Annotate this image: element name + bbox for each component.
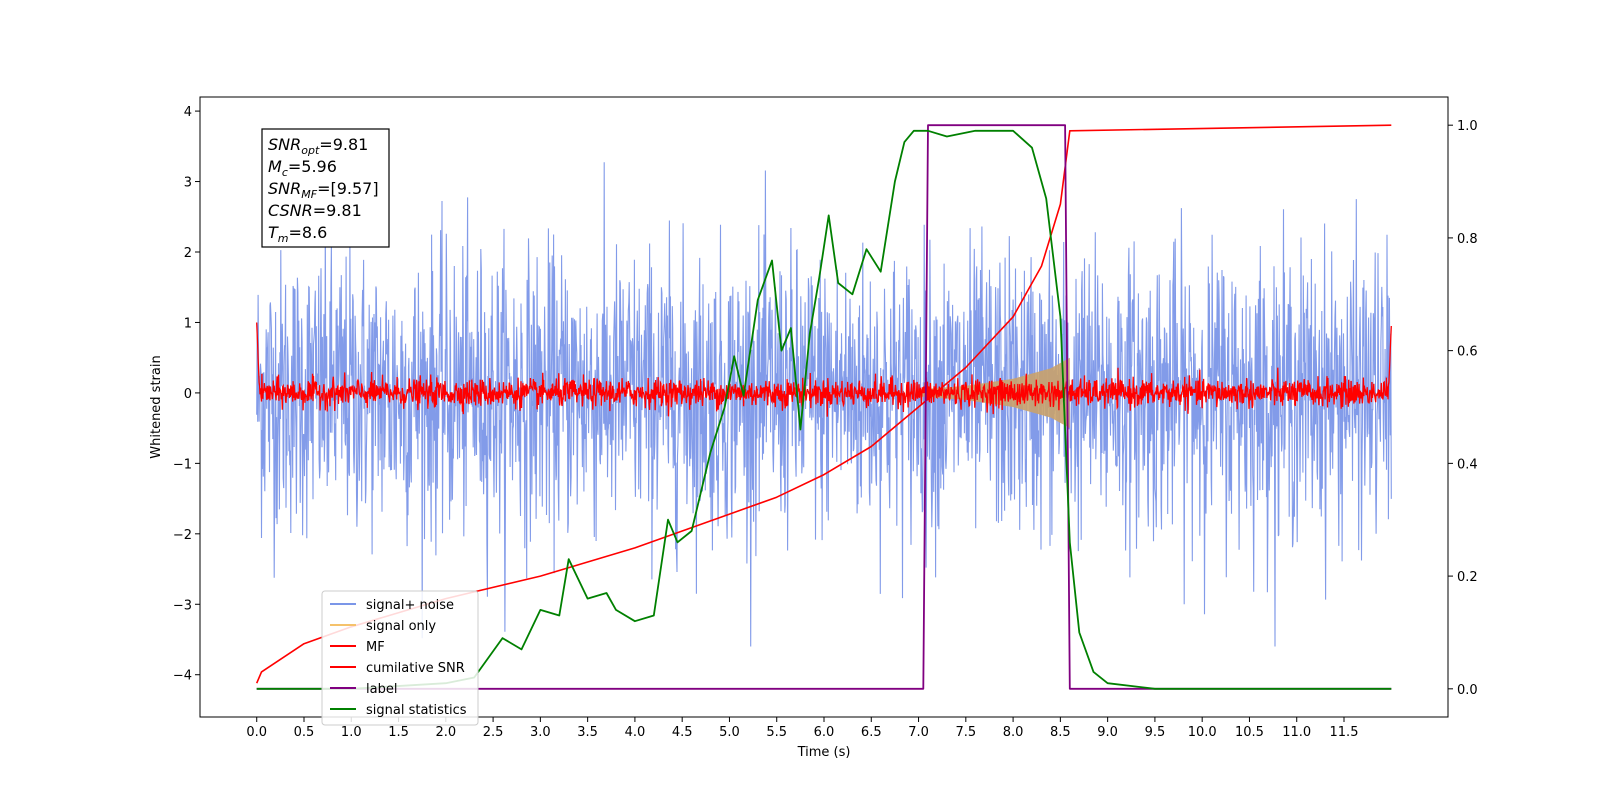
y-tick-label: 2 [184, 246, 192, 261]
x-tick-label: 4.5 [672, 725, 693, 740]
x-tick-label: 8.0 [1003, 725, 1024, 740]
x-tick-label: 0.5 [294, 725, 315, 740]
x-tick-label: 11.0 [1282, 725, 1311, 740]
x-tick-label: 6.0 [814, 725, 835, 740]
x-tick-label: 10.0 [1188, 725, 1217, 740]
x-tick-label: 2.0 [435, 725, 456, 740]
annotation-line: Mc=5.96 [268, 157, 337, 179]
y-axis-label: Whitened strain [149, 355, 164, 458]
x-tick-label: 7.5 [955, 725, 976, 740]
annotation-line: Tm=8.6 [268, 223, 327, 245]
y2-tick-label: 0.6 [1457, 345, 1478, 360]
legend-frame [321, 590, 479, 726]
x-axis-label: Time (s) [797, 745, 851, 760]
y-tick-label: 1 [184, 316, 192, 331]
y2-tick-label: 0.8 [1457, 232, 1478, 247]
y-tick-label: −1 [173, 457, 192, 472]
x-tick-label: 0.0 [246, 725, 267, 740]
x-tick-label: 9.0 [1097, 725, 1118, 740]
x-tick-label: 3.0 [530, 725, 551, 740]
series-signal-statistics-line [256, 129, 1392, 690]
legend-entry-label: signal statistics [366, 703, 467, 718]
x-tick-label: 8.5 [1050, 725, 1071, 740]
x-tick-label: 2.5 [483, 725, 504, 740]
series-label-line [256, 124, 1392, 690]
x-tick-label: 10.5 [1235, 725, 1264, 740]
y-tick-label: −3 [173, 598, 192, 613]
x-tick-label: 6.5 [861, 725, 882, 740]
x-tick-label: 11.5 [1330, 725, 1359, 740]
x-tick-label: 9.5 [1145, 725, 1166, 740]
y-tick-label: 4 [184, 105, 192, 120]
annotation-line: SNRopt=9.81 [268, 135, 368, 157]
x-tick-label: 3.5 [577, 725, 598, 740]
axes: 0.0 0.5 1.0 1.5 2.0 2.5 3.0 3.5 4.0 4.5 5.0 5.5 6.0 6… [173, 105, 1478, 740]
y-tick-label: −4 [173, 669, 192, 684]
legend: signal+ noise signal only MF cumilative SNR… [321, 590, 479, 726]
legend-entry-label: signal+ noise [366, 598, 454, 613]
y-tick-label: −2 [173, 528, 192, 543]
legend-entry-label: label [366, 682, 397, 697]
legend-entry-label: cumilative SNR [366, 661, 465, 676]
legend-entry-label: MF [366, 640, 385, 655]
y2-tick-label: 0.2 [1457, 570, 1478, 585]
legend-entry-label: signal only [366, 619, 436, 634]
series-mf-line [256, 322, 1392, 417]
x-tick-label: 5.0 [719, 725, 740, 740]
x-tick-label: 1.0 [341, 725, 362, 740]
y-tick-label: 0 [184, 387, 192, 402]
y2-tick-label: 0.4 [1457, 457, 1478, 472]
annotation-line: CSNR=9.81 [268, 201, 362, 220]
y-tick-label: 3 [184, 176, 192, 191]
x-tick-label: 1.5 [388, 725, 409, 740]
y2-tick-label: 0.0 [1457, 683, 1478, 698]
series-signal-noise-line [256, 162, 1392, 647]
x-tick-label: 5.5 [766, 725, 787, 740]
annotation-frame [261, 128, 390, 248]
x-tick-label: 4.0 [625, 725, 646, 740]
x-tick-label: 7.0 [908, 725, 929, 740]
annotation-line: SNRMF=[9.57] [268, 179, 379, 201]
y2-tick-label: 1.0 [1457, 119, 1478, 134]
